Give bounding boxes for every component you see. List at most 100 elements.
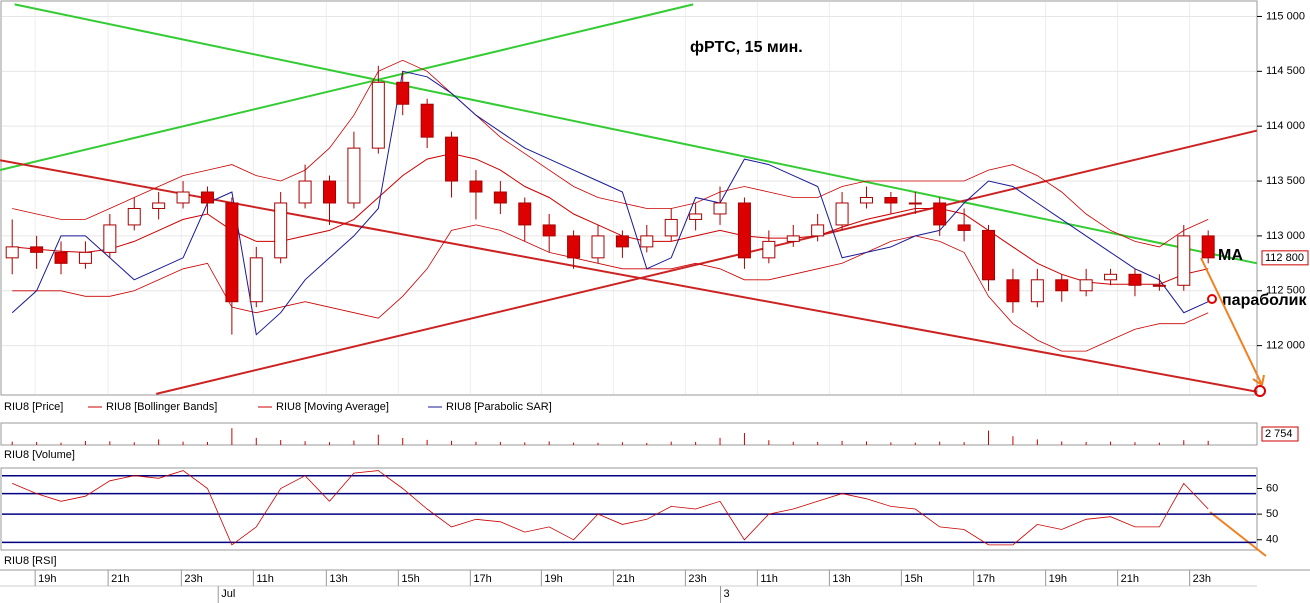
candle-body [249, 257, 263, 303]
x-tick-label: 19h [544, 573, 562, 585]
last-price-label: 112 800 [1265, 252, 1304, 264]
bollinger-upper [12, 59, 1209, 248]
x-tick-label: 17h [977, 573, 995, 585]
candle-body [445, 136, 459, 182]
x-tick-label: 13h [832, 573, 850, 585]
bollinger-lower [12, 224, 1209, 352]
candle-body [200, 191, 214, 204]
legend-label: RIU8 [Price] [4, 401, 63, 413]
candle-body [933, 202, 947, 226]
x-tick-label: 19h [38, 573, 56, 585]
candle-body [1177, 235, 1191, 286]
y-tick-label: 50 [1266, 508, 1278, 520]
candle-body [982, 229, 996, 281]
candle-body [640, 235, 654, 248]
candle-body [908, 202, 922, 205]
trendline [155, 129, 1258, 395]
chart-title: фРТС, 15 мин. [690, 39, 803, 56]
rsi-panel [0, 467, 1258, 551]
candle-body [542, 224, 556, 237]
y-tick-label: 112 000 [1266, 340, 1305, 352]
candle-body [689, 213, 703, 220]
candle-body [127, 207, 141, 226]
legend-label: RIU8 [Bollinger Bands] [106, 401, 217, 413]
candle-body [567, 235, 581, 259]
candle-body [518, 202, 532, 226]
legend-label: RIU8 [Parabolic SAR] [446, 401, 552, 413]
last-price-box [1261, 250, 1309, 266]
x-tick-label: 15h [401, 573, 419, 585]
legend-label: RIU8 [Moving Average] [276, 401, 389, 413]
price-panel [0, 0, 1258, 396]
y-tick-label: 60 [1266, 482, 1278, 494]
candle-body [225, 202, 239, 303]
y-tick-label: 115 000 [1266, 10, 1305, 22]
candle-body [323, 180, 337, 204]
trendline [14, 3, 1258, 265]
x-tick-label: 23h [184, 573, 202, 585]
trendline [0, 3, 694, 172]
x-tick-label: 21h [616, 573, 634, 585]
candle-body [811, 224, 825, 237]
candle-body [30, 246, 44, 253]
candle-body [957, 224, 971, 231]
candle-body [1128, 273, 1142, 286]
x-tick-label: 21h [111, 573, 129, 585]
x-tick-label: 17h [473, 573, 491, 585]
legend-label: RIU8 [RSI] [4, 555, 57, 567]
candle-body [1079, 279, 1093, 292]
candle-body [493, 191, 507, 204]
rsi-line [12, 470, 1209, 546]
volume-panel [0, 422, 1258, 446]
annotation: параболик [1222, 292, 1307, 309]
arrow [1200, 257, 1263, 386]
arrow [1209, 511, 1267, 557]
x-tick-label: 23h [1193, 573, 1211, 585]
candle-body [5, 246, 19, 259]
x-tick-label: 11h [256, 573, 274, 585]
y-tick-label: 113 000 [1266, 230, 1305, 242]
marker-circle [1254, 385, 1266, 397]
legend-label: RIU8 [Volume] [4, 449, 75, 461]
x-tick-label: 19h [1049, 573, 1067, 585]
annotation: МА [1218, 247, 1243, 264]
indicator-line [12, 153, 1209, 285]
candle-body [298, 180, 312, 204]
y-tick-label: 2 754 [1265, 428, 1293, 440]
y-tick-label: 113 500 [1266, 175, 1305, 187]
y-tick-label: 114 000 [1266, 120, 1305, 132]
candle-body [274, 202, 288, 259]
candle-body [176, 191, 190, 204]
candle-body [591, 235, 605, 259]
date-tick-label: 3 [724, 588, 730, 600]
candle-body [1006, 279, 1020, 303]
x-tick-label: 11h [760, 573, 778, 585]
candle-body [1104, 273, 1118, 281]
date-tick-label: Jul [221, 588, 235, 600]
candle-body [1030, 279, 1044, 303]
x-tick-label: 13h [329, 573, 347, 585]
arrow-head [1252, 374, 1265, 386]
y-tick-label: 114 500 [1266, 65, 1305, 77]
marker-circle [1207, 294, 1217, 304]
candle-body [615, 235, 629, 248]
volume-scale-box [1261, 426, 1299, 442]
x-tick-label: 15h [904, 573, 922, 585]
candle-body [713, 202, 727, 215]
candle-body [664, 218, 678, 237]
y-tick-label: 112 500 [1266, 285, 1305, 297]
x-tick-label: 21h [1121, 573, 1139, 585]
candle-body [371, 81, 385, 149]
candle-body [347, 147, 361, 204]
candle-body [786, 235, 800, 242]
candle-body [420, 103, 434, 138]
x-tick-label: 23h [688, 573, 706, 585]
candle-body [1152, 284, 1166, 287]
candle-body [396, 81, 410, 105]
candle-body [737, 202, 751, 259]
candle-body [469, 180, 483, 193]
candle-body [54, 251, 68, 264]
candle-body [1201, 235, 1215, 259]
